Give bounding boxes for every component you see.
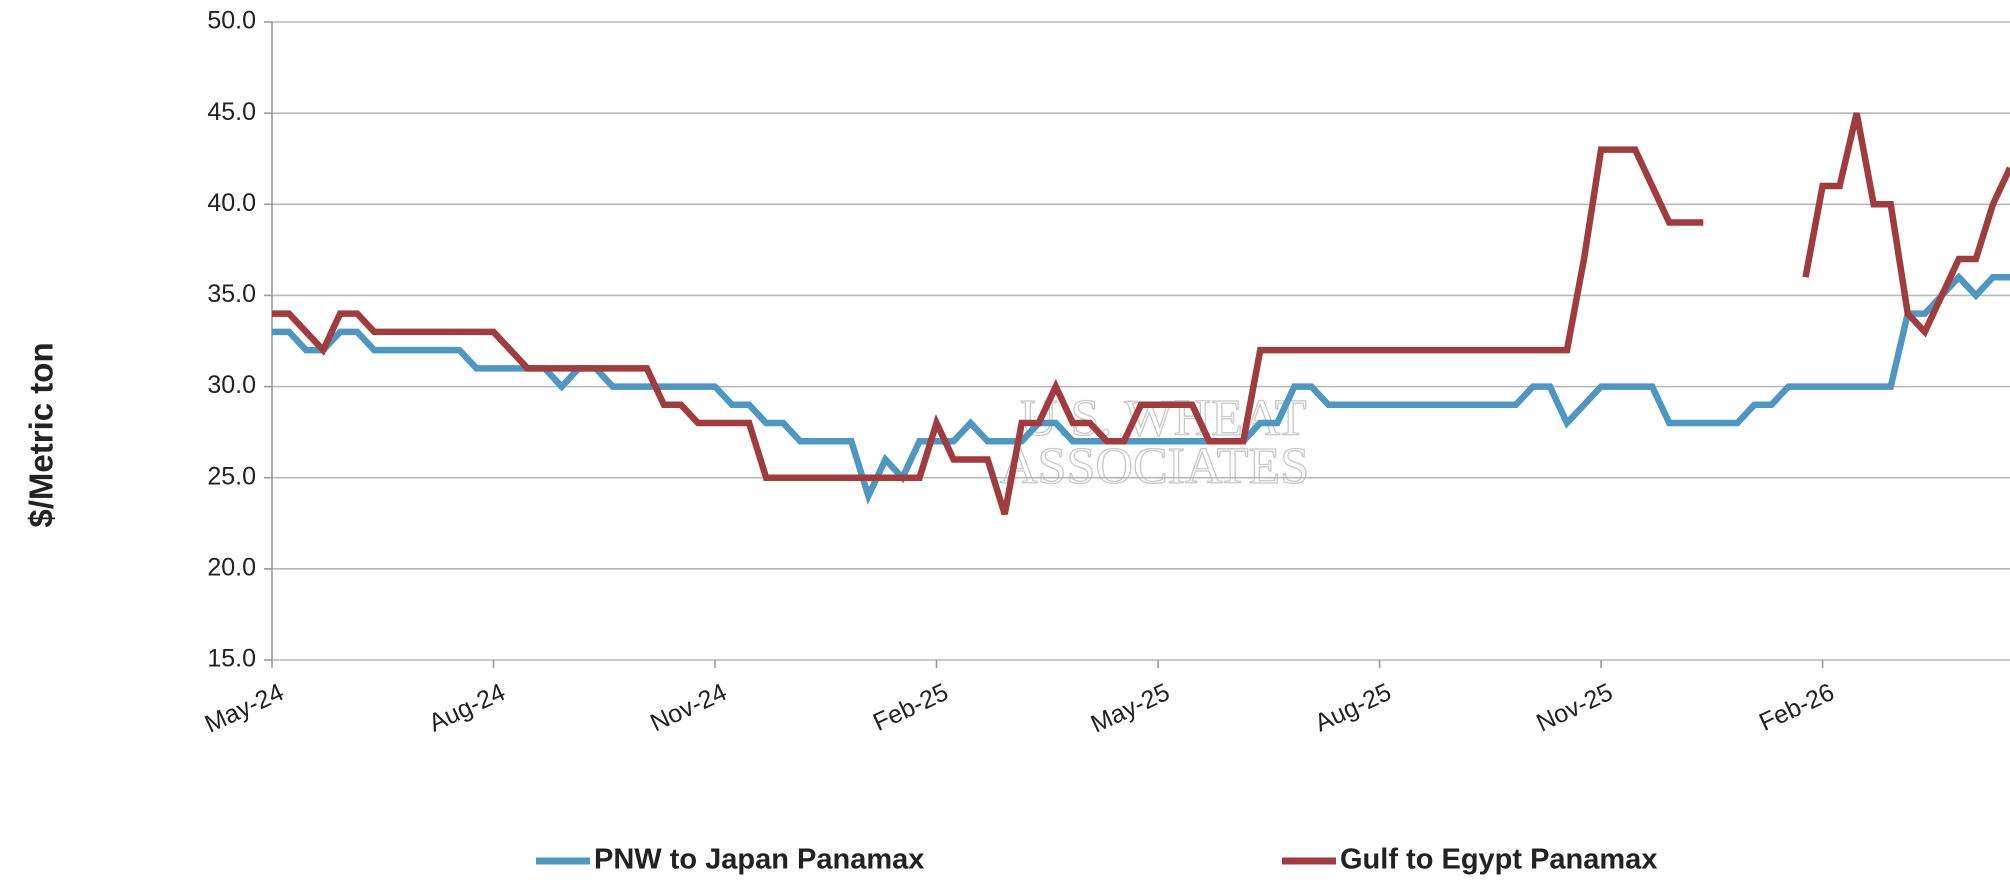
x-tick-label: May-25 [1087,678,1174,739]
legend-label: PNW to Japan Panamax [594,844,924,876]
y-tick-label: 50.0 [207,7,256,35]
series-line [272,112,2010,516]
y-tick-label: 45.0 [207,98,256,126]
x-tick-label: Nov-25 [1532,678,1617,737]
y-tick-label: 40.0 [207,189,256,217]
x-tick-label: Feb-25 [869,678,953,737]
watermark: ASSOCIATES [1000,438,1309,495]
y-tick-label: 25.0 [207,462,256,490]
x-tick-label: May-24 [201,678,288,739]
x-tick-label: Nov-24 [646,678,731,737]
x-tick-label: Aug-24 [425,678,510,737]
y-tick-label: 35.0 [207,280,256,308]
legend-label: Gulf to Egypt Panamax [1340,844,1657,876]
y-tick-label: 20.0 [207,553,256,581]
series-line [272,272,2010,505]
y-axis-label: $/Metric ton [23,342,60,527]
y-tick-label: 30.0 [207,371,256,399]
y-tick-label: 15.0 [207,645,256,673]
x-tick-label: Feb-26 [1755,678,1839,737]
x-tick-label: Aug-25 [1311,678,1396,737]
